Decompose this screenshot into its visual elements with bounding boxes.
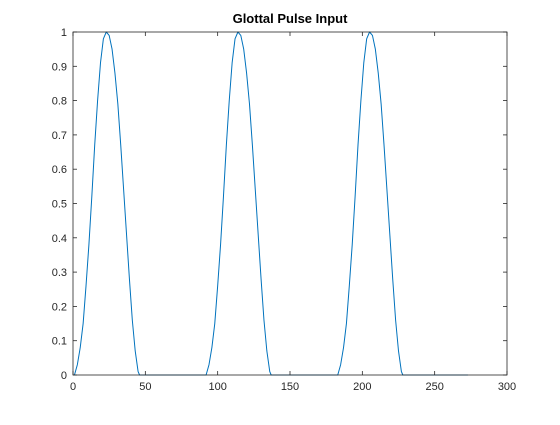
x-tick-label: 150	[281, 381, 299, 393]
x-tick-label: 200	[353, 381, 371, 393]
chart-title: Glottal Pulse Input	[233, 11, 349, 26]
y-tick-label: 1	[61, 27, 67, 39]
y-tick-label: 0.3	[52, 267, 67, 279]
x-tick-label: 250	[425, 381, 443, 393]
x-tick-label: 300	[498, 381, 516, 393]
y-tick-label: 0.8	[52, 96, 67, 108]
x-tick-label: 0	[70, 381, 76, 393]
x-tick-label: 50	[139, 381, 151, 393]
y-tick-label: 0.6	[52, 164, 67, 176]
y-tick-label: 0.9	[52, 61, 67, 73]
y-tick-label: 0	[61, 370, 67, 382]
plot-area	[73, 32, 507, 375]
x-tick-label: 100	[208, 381, 226, 393]
y-tick-label: 0.4	[52, 233, 67, 245]
y-tick-label: 0.5	[52, 199, 67, 211]
y-tick-label: 0.2	[52, 301, 67, 313]
y-tick-label: 0.1	[52, 336, 67, 348]
y-tick-label: 0.7	[52, 130, 67, 142]
